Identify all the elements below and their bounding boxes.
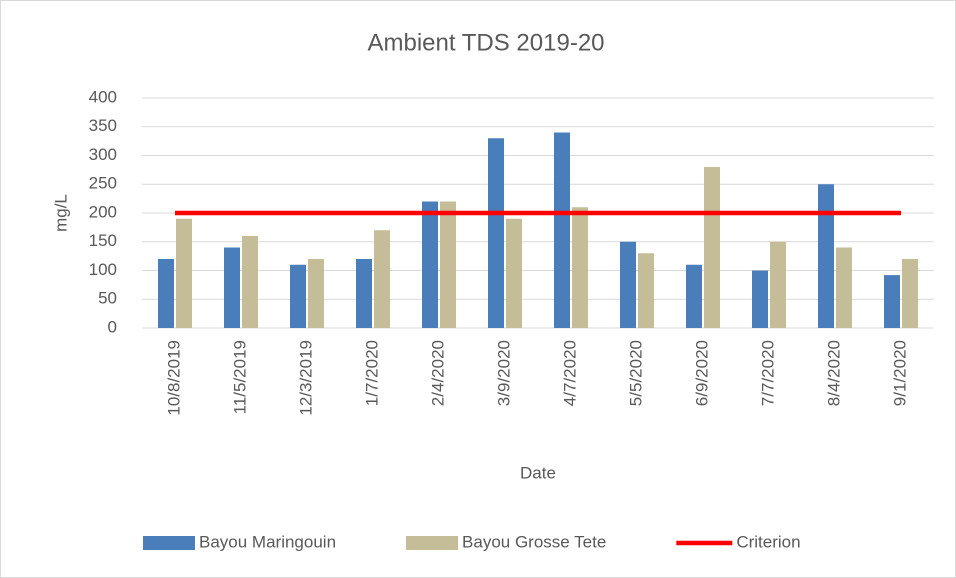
bar <box>506 218 522 328</box>
legend-label: Bayou Maringouin <box>199 532 336 551</box>
y-tick-label: 150 <box>89 231 117 250</box>
bar <box>176 218 192 328</box>
y-tick-label: 0 <box>108 317 117 336</box>
x-tick-label: 10/8/2019 <box>164 340 183 416</box>
legend-label: Criterion <box>736 532 800 551</box>
y-tick-label: 50 <box>98 289 117 308</box>
chart-title: Ambient TDS 2019-20 <box>367 29 604 56</box>
bar <box>224 247 240 328</box>
bar <box>686 264 702 328</box>
x-tick-label: 11/5/2019 <box>230 340 249 414</box>
bar <box>638 253 654 328</box>
x-tick-label: 3/9/2020 <box>494 340 513 406</box>
bar <box>440 201 456 328</box>
bar <box>752 270 768 328</box>
bar <box>290 264 306 328</box>
bar <box>818 184 834 328</box>
bar <box>836 247 852 328</box>
bar <box>308 259 324 328</box>
bar <box>158 259 174 328</box>
bar <box>488 138 504 328</box>
x-tick-label: 12/3/2019 <box>296 340 315 416</box>
y-tick-label: 100 <box>89 260 117 279</box>
legend-swatch <box>406 536 459 550</box>
bar <box>356 259 372 328</box>
legend-label: Bayou Grosse Tete <box>462 532 606 551</box>
y-tick-label: 300 <box>89 145 117 164</box>
bar <box>884 275 900 328</box>
bar <box>374 230 390 328</box>
x-axis-title: Date <box>520 463 556 482</box>
x-tick-label: 6/9/2020 <box>692 340 711 406</box>
bar <box>902 259 918 328</box>
bar <box>572 207 588 328</box>
bar <box>242 236 258 328</box>
x-tick-label: 1/7/2020 <box>362 340 381 406</box>
x-tick-label: 9/1/2020 <box>890 340 909 406</box>
bar <box>620 241 636 328</box>
bar <box>770 241 786 328</box>
x-tick-label: 5/5/2020 <box>626 340 645 406</box>
bar <box>704 167 720 328</box>
legend-swatch <box>143 536 195 550</box>
y-axis-title: mg/L <box>51 194 70 232</box>
y-tick-label: 200 <box>89 202 117 221</box>
y-tick-label: 250 <box>89 174 117 193</box>
x-tick-label: 8/4/2020 <box>824 340 843 406</box>
x-tick-label: 7/7/2020 <box>758 340 777 406</box>
bar <box>554 132 570 328</box>
x-tick-label: 2/4/2020 <box>428 340 447 406</box>
x-tick-label: 4/7/2020 <box>560 340 579 406</box>
y-tick-label: 350 <box>89 116 117 135</box>
bar <box>422 201 438 328</box>
y-tick-label: 400 <box>89 87 117 106</box>
